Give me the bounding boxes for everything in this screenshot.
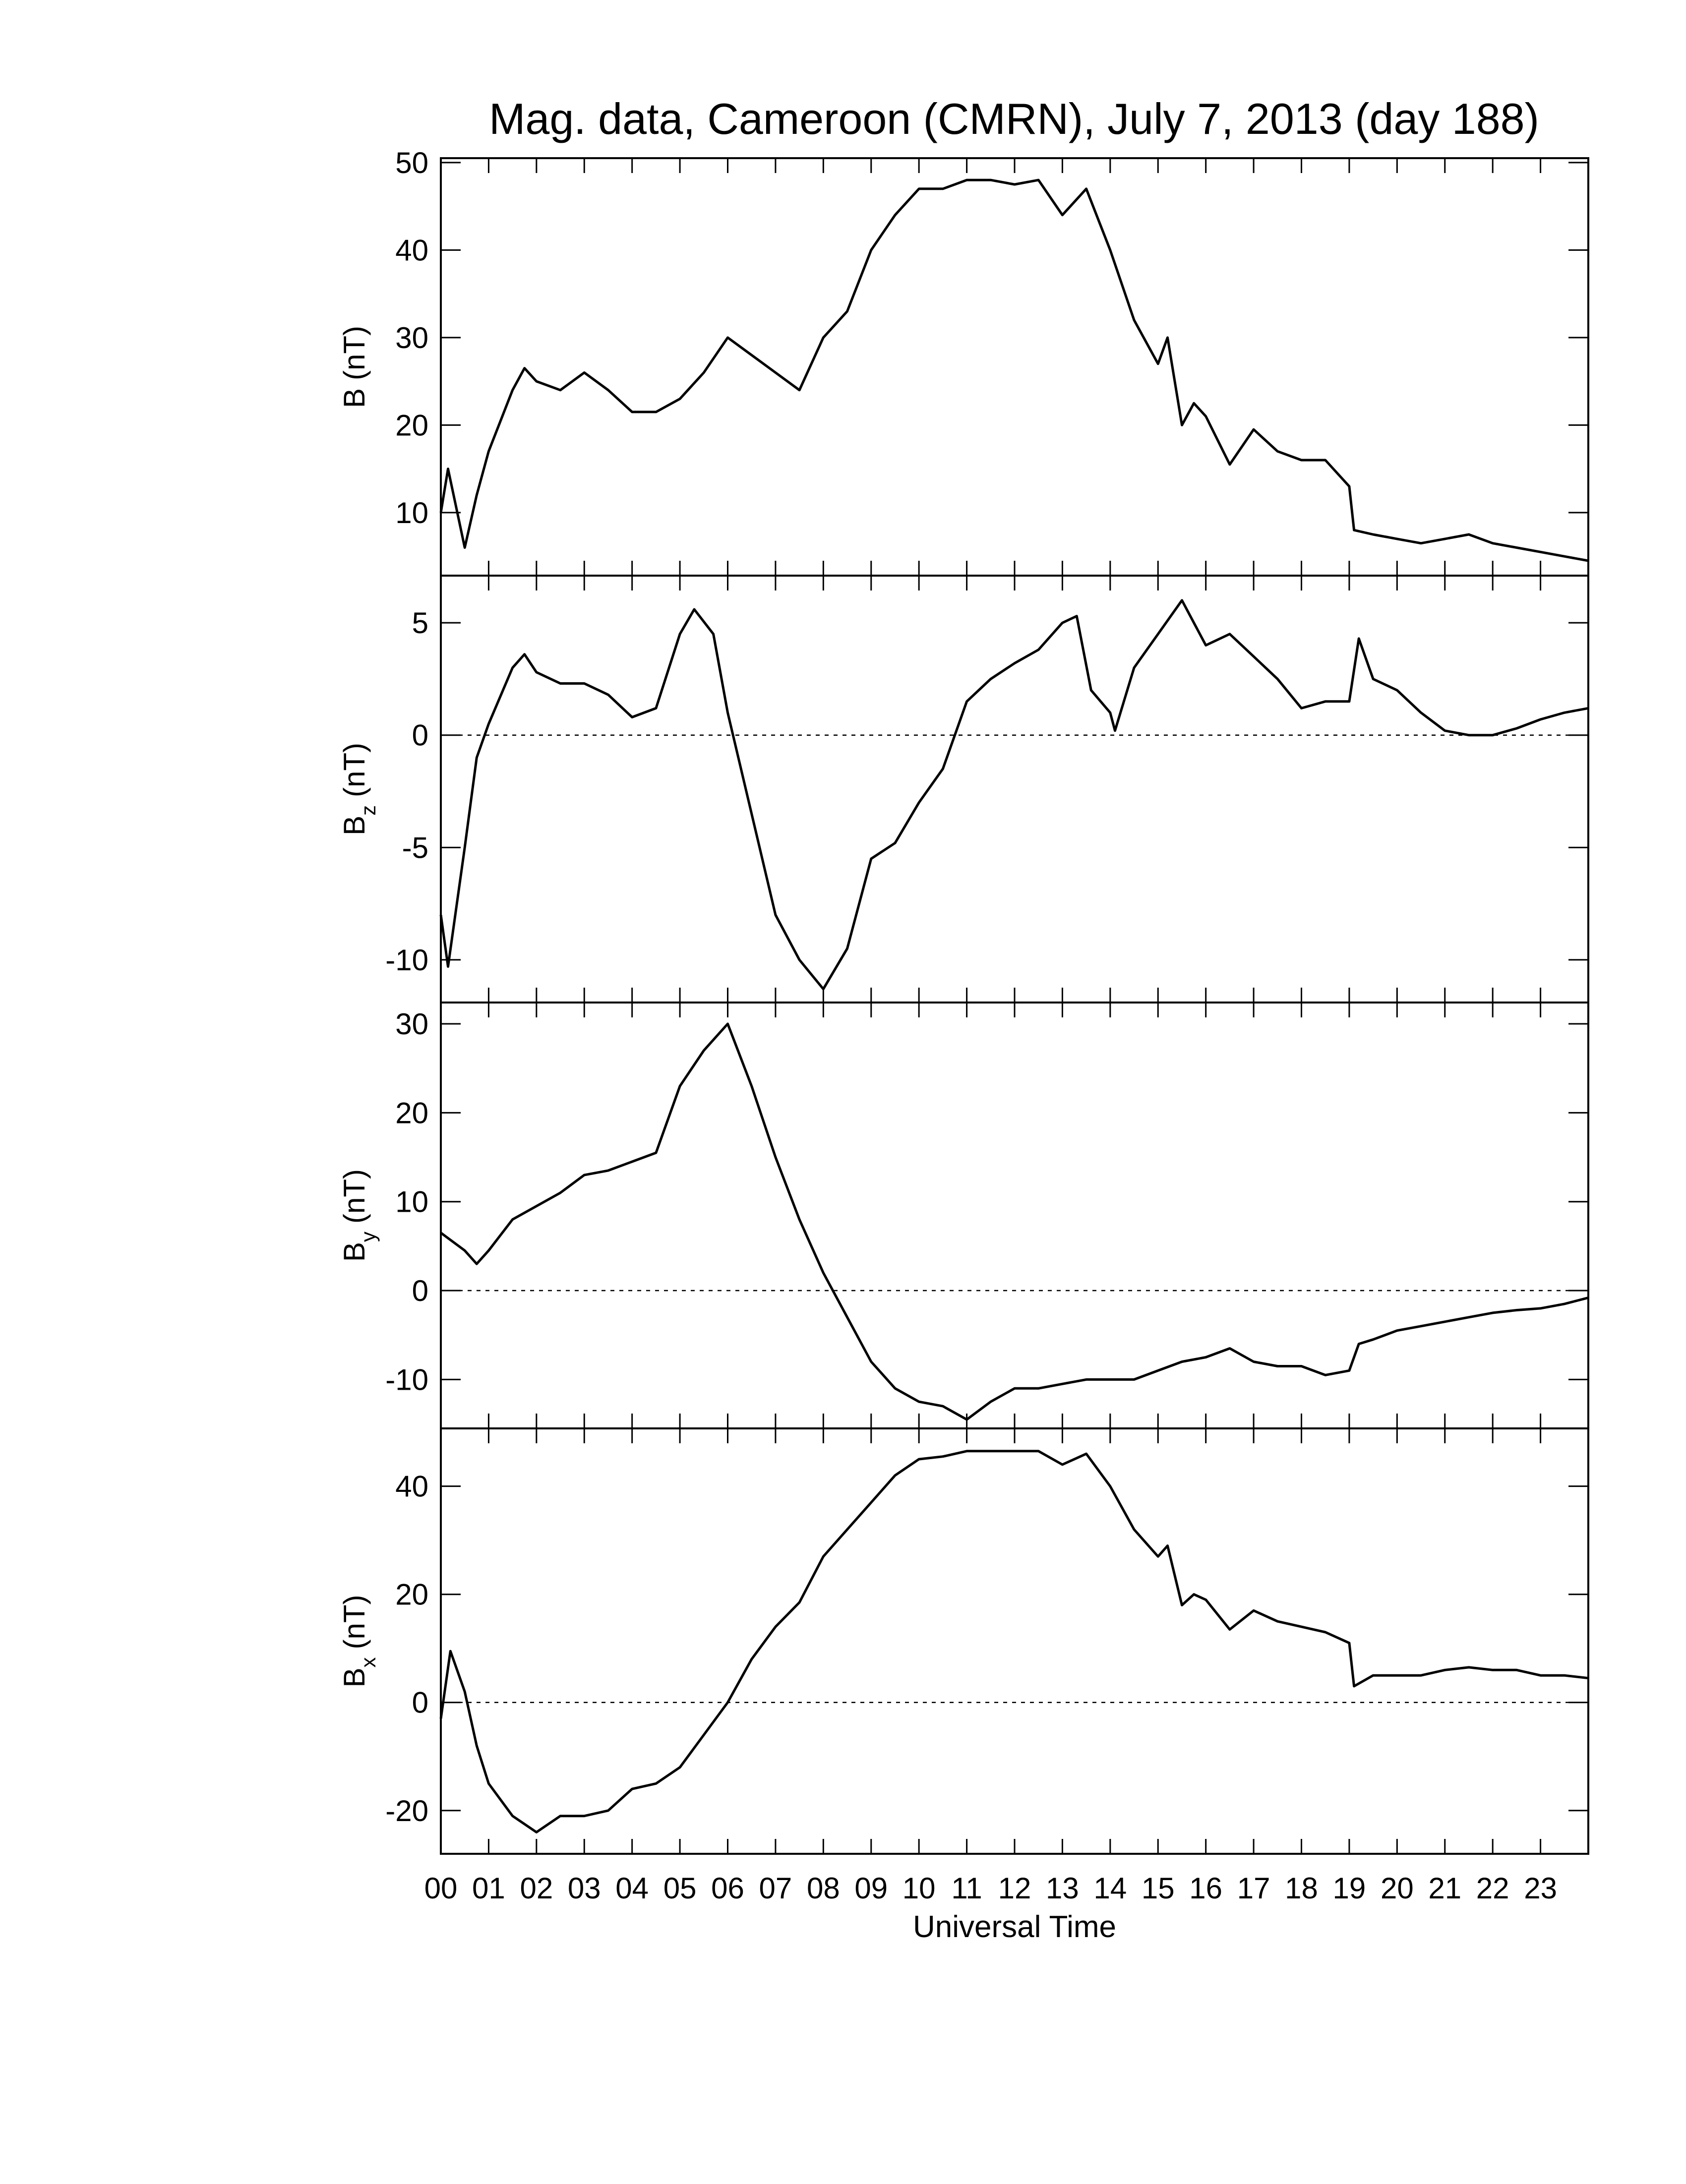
x-tick-label: 07 [759, 1872, 792, 1905]
x-tick-label: 09 [854, 1872, 888, 1905]
y-label-symbol: B [338, 816, 371, 835]
y-tick-label: 10 [395, 1185, 428, 1219]
x-tick-label: 18 [1285, 1872, 1318, 1905]
data-line [440, 1022, 1589, 1421]
y-label-symbol: B [338, 388, 371, 408]
y-tick-label: 20 [395, 1578, 428, 1611]
x-axis-label: Universal Time [913, 1910, 1116, 1944]
y-label-subscript: x [357, 1657, 380, 1667]
y-axis-label: B (nT) [338, 326, 371, 408]
y-tick-label: 40 [395, 1470, 428, 1503]
x-tick-label: 04 [615, 1872, 649, 1905]
x-tick-label: 23 [1524, 1872, 1557, 1905]
y-tick-label: 30 [395, 1007, 428, 1041]
y-axis-label: Bz (nT) [338, 743, 380, 835]
y-tick-label: -10 [385, 944, 428, 977]
x-tick-label: 13 [1046, 1872, 1079, 1905]
x-tick-label: 02 [520, 1872, 553, 1905]
x-tick-label: 20 [1381, 1872, 1414, 1905]
y-tick-label: 10 [395, 496, 428, 530]
y-tick-label: 0 [412, 719, 428, 752]
x-tick-label: 03 [568, 1872, 601, 1905]
x-tick-label: 21 [1428, 1872, 1461, 1905]
x-tick-label: 14 [1093, 1872, 1127, 1905]
y-tick-label: 20 [395, 1096, 428, 1129]
y-axis-label: Bx (nT) [338, 1594, 380, 1687]
x-tick-label: 08 [807, 1872, 840, 1905]
y-tick-label: 50 [395, 146, 428, 179]
y-tick-label: 0 [412, 1686, 428, 1719]
x-tick-label: 10 [903, 1872, 936, 1905]
x-tick-label: 12 [998, 1872, 1031, 1905]
x-tick-label: 19 [1333, 1872, 1366, 1905]
y-tick-label: -5 [402, 831, 428, 864]
x-tick-label: 05 [663, 1872, 697, 1905]
data-line [439, 1450, 1589, 1833]
y-label-symbol: B [338, 1242, 371, 1262]
data-line [439, 178, 1589, 562]
y-label-unit: (nT) [338, 1169, 371, 1224]
x-tick-label: 17 [1237, 1872, 1270, 1905]
y-axis-label: By (nT) [338, 1169, 380, 1262]
y-tick-label: 40 [395, 234, 428, 267]
y-tick-label: 20 [395, 409, 428, 442]
y-label-subscript: y [357, 1232, 380, 1242]
y-tick-label: 5 [412, 606, 428, 640]
y-tick-label: -20 [385, 1794, 428, 1828]
y-tick-label: -10 [385, 1363, 428, 1396]
chart-title: Mag. data, Cameroon (CMRN), July 7, 2013… [489, 94, 1539, 143]
y-label-unit: (nT) [338, 326, 371, 380]
x-tick-label: 15 [1142, 1872, 1175, 1905]
y-label-subscript: z [357, 805, 380, 816]
y-label-symbol: B [338, 1667, 371, 1687]
y-tick-label: 30 [395, 321, 428, 354]
x-tick-label: 01 [472, 1872, 505, 1905]
x-tick-label: 00 [424, 1872, 458, 1905]
x-tick-label: 06 [711, 1872, 744, 1905]
x-tick-label: 11 [951, 1872, 982, 1905]
x-tick-label: 16 [1189, 1872, 1222, 1905]
y-tick-label: 0 [412, 1274, 428, 1307]
x-tick-label: 22 [1476, 1872, 1509, 1905]
data-line [439, 599, 1589, 991]
y-label-unit: (nT) [338, 1594, 371, 1649]
y-label-unit: (nT) [338, 743, 371, 797]
